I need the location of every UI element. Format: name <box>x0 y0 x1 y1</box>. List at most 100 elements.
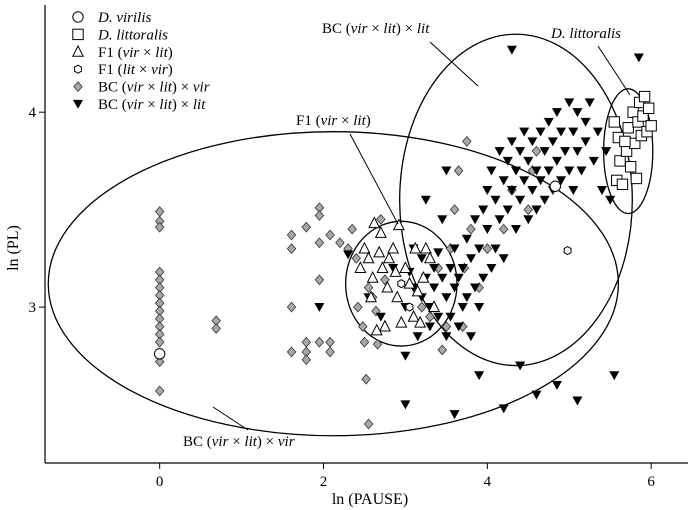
data-point <box>519 176 530 186</box>
data-point <box>535 176 546 186</box>
data-point <box>527 137 538 147</box>
data-point <box>622 122 634 134</box>
data-point <box>301 354 312 366</box>
data-point <box>560 147 571 156</box>
data-point <box>407 309 420 322</box>
data-point <box>429 283 440 293</box>
series-triangle-open <box>354 216 441 336</box>
data-point <box>523 204 534 216</box>
data-point <box>449 204 460 216</box>
data-point <box>576 166 587 176</box>
data-point <box>399 261 412 274</box>
x-tick-label: 0 <box>156 474 164 490</box>
data-point <box>588 156 599 166</box>
data-point <box>441 332 452 342</box>
data-point <box>286 346 297 358</box>
data-point <box>470 283 481 293</box>
data-point <box>498 404 509 414</box>
data-point <box>608 116 620 128</box>
data-point <box>343 250 354 260</box>
data-point <box>449 244 460 254</box>
data-point <box>363 418 374 430</box>
leader-bc-vir <box>212 406 249 431</box>
data-point <box>335 237 345 249</box>
data-point <box>461 234 472 244</box>
data-point <box>154 356 165 368</box>
data-point <box>494 215 505 225</box>
data-point <box>423 251 436 264</box>
data-point <box>392 218 405 231</box>
legend-label: D. virilis <box>97 10 151 26</box>
legend-item: BC (vir × lit) × vir <box>73 80 210 96</box>
data-point <box>314 237 325 249</box>
axes: 0 2 4 6 3 4 <box>29 5 688 490</box>
data-point <box>506 186 517 195</box>
annotation-bc-lit: BC (vir × lit) × lit <box>322 21 430 37</box>
data-point <box>314 274 325 286</box>
data-point <box>486 166 497 176</box>
data-point <box>465 332 476 342</box>
data-point <box>441 166 452 176</box>
data-point <box>445 264 456 273</box>
data-point <box>154 221 165 233</box>
data-point <box>474 302 485 312</box>
legend-label: F1 (lit × vir) <box>98 62 173 78</box>
data-point <box>568 127 579 137</box>
data-point <box>449 283 460 293</box>
data-point <box>531 390 542 400</box>
annotation-f1: F1 (vir × lit) <box>296 113 371 129</box>
data-point <box>351 252 361 264</box>
data-point <box>619 135 631 148</box>
data-point <box>539 195 550 205</box>
data-point <box>624 161 637 173</box>
data-point <box>286 229 297 241</box>
data-point <box>325 346 335 358</box>
data-point <box>371 305 381 317</box>
data-point <box>154 385 165 397</box>
legend-item: BC (vir × lit) × lit <box>72 97 206 113</box>
legend-marker <box>72 28 84 41</box>
data-point <box>437 215 448 225</box>
data-point <box>601 147 612 156</box>
data-point <box>368 216 381 229</box>
data-point <box>419 241 432 254</box>
data-point <box>642 102 655 114</box>
data-point <box>445 312 456 322</box>
data-point <box>359 336 370 348</box>
annotation-bc-vir: BC (vir × lit) × vir <box>183 434 295 450</box>
data-marks <box>153 45 657 430</box>
data-point <box>482 225 493 234</box>
data-point <box>523 215 534 225</box>
data-point <box>515 195 526 205</box>
data-point <box>449 410 460 420</box>
legend-marker <box>71 44 85 57</box>
data-point <box>572 108 583 118</box>
data-point <box>478 273 489 283</box>
data-point <box>527 186 538 195</box>
data-point <box>633 53 644 63</box>
data-point <box>376 261 389 274</box>
annotations: BC (vir × lit) × lit F1 (vir × lit) D. lit… <box>183 21 631 450</box>
y-tick-label: 4 <box>29 105 37 121</box>
data-point <box>424 322 435 332</box>
legend-item: F1 (lit × vir) <box>74 62 173 78</box>
data-point <box>372 338 383 350</box>
data-point <box>453 322 464 332</box>
data-point <box>498 254 509 264</box>
data-point <box>383 251 396 264</box>
data-point <box>461 293 472 303</box>
data-point <box>400 351 411 361</box>
data-point <box>314 302 325 312</box>
y-axis-label: ln (PL) <box>5 225 22 271</box>
data-point <box>580 137 591 147</box>
data-point <box>211 323 221 334</box>
data-point <box>373 245 386 258</box>
data-point <box>506 45 517 55</box>
data-point <box>437 344 447 356</box>
data-point <box>563 245 572 256</box>
data-point <box>412 332 423 342</box>
x-axis-label: ln (PAUSE) <box>332 491 408 508</box>
data-point <box>498 176 509 186</box>
data-point <box>411 284 424 297</box>
